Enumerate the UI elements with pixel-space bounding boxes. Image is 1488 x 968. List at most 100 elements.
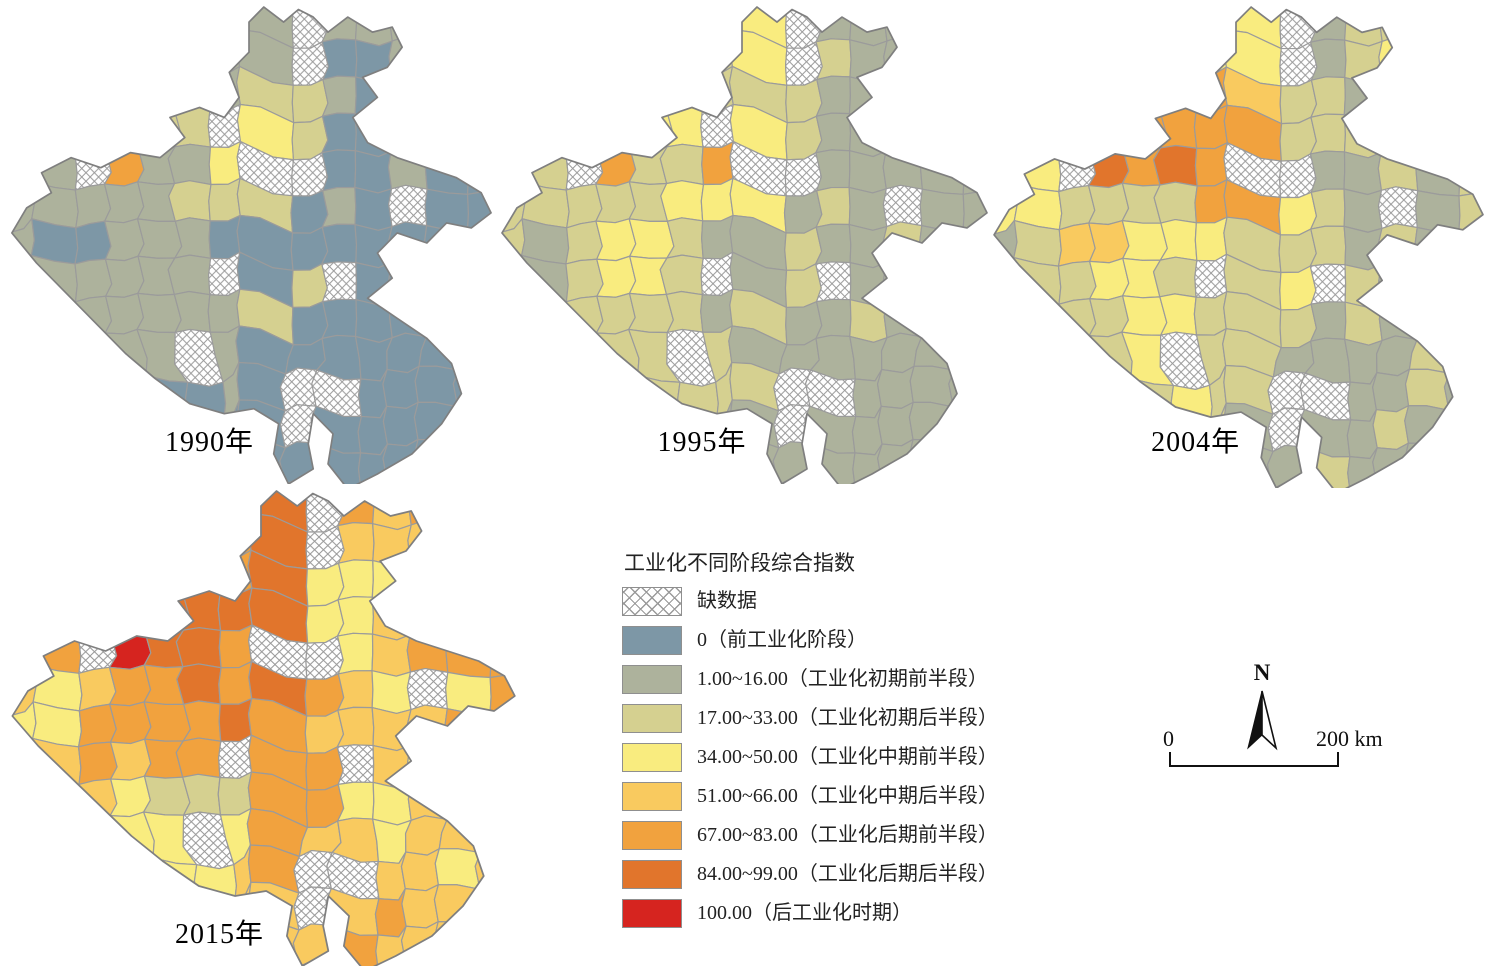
county-cell (1408, 339, 1461, 374)
county-cell (30, 7, 79, 44)
legend-item: 67.00~83.00（工业化后期前半段） (622, 820, 1082, 851)
county-cell (919, 225, 965, 270)
county-cell (336, 632, 374, 675)
county-cell (909, 365, 955, 408)
county-cell (32, 775, 83, 823)
county-cell (99, 364, 147, 413)
legend-swatch (622, 665, 682, 694)
county-cell (1194, 216, 1228, 262)
county-cell (628, 7, 674, 37)
county-cell (489, 638, 515, 679)
county-cell (175, 737, 222, 779)
county-cell (32, 554, 83, 601)
county-cell (563, 402, 599, 451)
county-cell (337, 491, 375, 527)
county-cell (11, 292, 36, 346)
county-cell (12, 516, 38, 570)
county-cell (1343, 188, 1383, 233)
county-cell (1279, 153, 1317, 199)
county-cell (424, 299, 470, 344)
county-cell (1193, 7, 1228, 37)
county-cell (208, 251, 241, 297)
county-cell (1013, 295, 1063, 343)
county-cell (994, 441, 1019, 484)
county-cell (207, 103, 242, 149)
county-cell (406, 629, 449, 673)
legend: 工业化不同阶段综合指数 缺数据 0（前工业化阶段） 1.00~16.00（工业化初期… (622, 550, 1082, 937)
county-cell (77, 593, 118, 637)
county-cell (12, 846, 38, 888)
county-cell (994, 332, 1017, 372)
county-cell (11, 7, 36, 49)
county-cell (407, 491, 449, 526)
county-cell (848, 150, 887, 194)
county-cell (1193, 291, 1228, 336)
county-cell (109, 553, 151, 596)
county-cell (1152, 69, 1198, 111)
legend-swatch-missing-data (622, 587, 682, 616)
county-cell (424, 261, 469, 307)
county-cell (168, 180, 212, 222)
county-cell (1309, 150, 1346, 193)
county-cell (175, 627, 222, 669)
legend-label: 84.00~99.00（工业化后期后半段） (697, 863, 998, 885)
county-cell (490, 527, 515, 568)
county-cell (489, 749, 515, 790)
county-cell (883, 257, 923, 301)
county-cell (12, 491, 37, 533)
county-cell (1159, 218, 1198, 262)
county-cell (1088, 220, 1130, 264)
scale-end-label: 200 km (1316, 726, 1383, 751)
county-cell (659, 143, 705, 186)
county-cell (372, 781, 412, 826)
county-cell (451, 440, 492, 484)
county-cell (11, 254, 35, 308)
county-cell (815, 38, 852, 81)
map-2015: 2015年 (2, 486, 520, 966)
county-cell (489, 491, 515, 532)
county-cell (1083, 367, 1132, 417)
county-cell (883, 73, 924, 116)
county-cell (596, 255, 637, 298)
county-cell (565, 332, 602, 377)
county-cell (418, 336, 469, 371)
legend-item: 84.00~99.00（工业化后期后半段） (622, 859, 1082, 890)
county-cell (136, 32, 176, 74)
county-cell (1443, 405, 1483, 452)
county-cell (167, 254, 212, 296)
county-regions (994, 7, 1483, 488)
county-cell (919, 188, 965, 232)
county-cell (167, 32, 212, 74)
county-cell (994, 367, 1019, 409)
county-cell (502, 329, 525, 369)
county-cell (99, 402, 147, 450)
county-cell (354, 76, 393, 121)
county-cell (104, 884, 154, 933)
county-cell (12, 554, 37, 607)
county-cell (174, 217, 212, 259)
county-cell (595, 7, 636, 38)
county-cell (75, 884, 113, 933)
county-cell (1372, 405, 1410, 451)
county-cell (815, 298, 852, 339)
county-cell (1377, 186, 1419, 230)
county-cell (32, 590, 82, 637)
county-cell (1013, 7, 1063, 44)
county-cell (1013, 33, 1062, 81)
legend-item: 51.00~66.00（工业化中期后半段） (622, 781, 1082, 812)
county-cell (1343, 113, 1383, 159)
county-cell (1458, 230, 1483, 272)
county-cell (815, 223, 852, 265)
county-cell (1121, 7, 1168, 37)
county-cell (74, 35, 113, 80)
county-cell (444, 782, 493, 827)
county-cell (30, 292, 79, 340)
north-arrow: N (1240, 660, 1284, 764)
county-cell (1377, 111, 1418, 154)
county-cell (595, 106, 636, 150)
county-cell (184, 381, 227, 425)
county-cell (521, 32, 570, 80)
county-cell (74, 332, 110, 377)
county-cell (388, 7, 428, 42)
county-cell (994, 295, 1018, 349)
